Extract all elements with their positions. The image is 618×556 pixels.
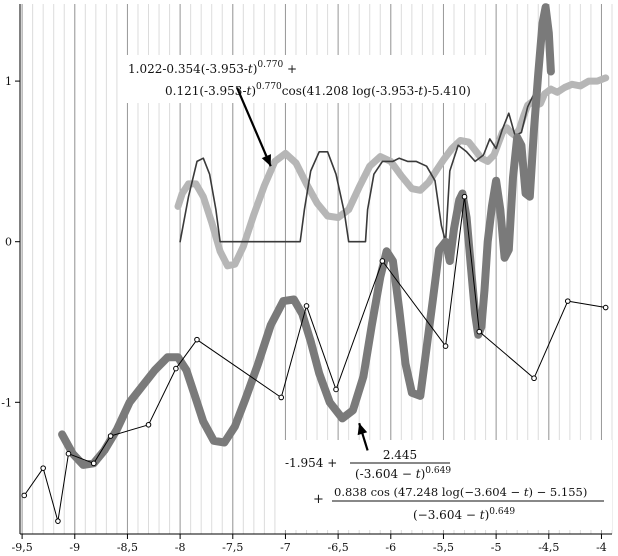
annotation-top: 1.022-0.354(-3.953-t)0.770 + 0.121(-3.95… bbox=[120, 55, 488, 103]
data-point-marker bbox=[107, 433, 114, 439]
x-tick-label: -6 bbox=[385, 541, 396, 554]
x-axis-ticks: -9,5 -9 -8,5 -8 -7,5 -7 -6,5 -6 -5,5 -5 -4,5 -4 bbox=[11, 534, 607, 554]
data-point-marker bbox=[40, 465, 46, 471]
annotation-bottom-numerator-1: 2.445 bbox=[383, 448, 417, 462]
annotation-arrow-head-1 bbox=[261, 154, 271, 167]
y-axis-ticks: 1 0 -1 bbox=[1, 75, 20, 409]
data-point-marker bbox=[55, 518, 61, 524]
x-tick-label: -9 bbox=[69, 541, 80, 554]
annotation-bottom-box bbox=[276, 440, 612, 530]
axes bbox=[19, 4, 612, 535]
data-point-marker bbox=[476, 328, 483, 335]
x-tick-label: -6,5 bbox=[328, 541, 349, 554]
annotation-bottom-plus: + bbox=[313, 492, 324, 507]
annotation-top-line1: 1.022-0.354(-3.953-t)0.770 + bbox=[128, 60, 297, 76]
data-point-marker bbox=[21, 492, 28, 499]
annotation-top-line2: 0.121(-3.953-t)0.770cos(41.208 log(-3.95… bbox=[165, 82, 471, 98]
annotation-bottom-constant: -1.954 + bbox=[285, 456, 337, 470]
data-point-marker bbox=[333, 386, 339, 393]
y-tick-label: 0 bbox=[5, 236, 12, 249]
data-point-marker bbox=[145, 421, 152, 428]
x-tick-label: -4,5 bbox=[538, 541, 559, 554]
annotation-arrow-shaft-1 bbox=[235, 87, 272, 167]
annotation-bottom-denominator-2: (−3.604 − t)0.649 bbox=[413, 507, 515, 522]
data-point-marker bbox=[564, 298, 571, 304]
x-tick-label: -5 bbox=[491, 541, 502, 554]
data-point-marker bbox=[303, 303, 310, 309]
y-tick-label: -1 bbox=[1, 396, 12, 409]
data-point-marker bbox=[278, 394, 285, 401]
annotation-top-box bbox=[120, 55, 488, 103]
annotation-arrows bbox=[235, 87, 369, 451]
series-line-upper-data bbox=[179, 83, 540, 243]
series-layer bbox=[21, 3, 610, 524]
annotation-bottom-numerator-2: 0.838 cos (47.248 log(−3.604 − t) − 5.15… bbox=[334, 485, 587, 499]
x-tick-label: -9,5 bbox=[11, 541, 32, 554]
x-tick-label: -8,5 bbox=[117, 541, 138, 554]
data-point-marker bbox=[461, 193, 468, 200]
y-tick-label: 1 bbox=[5, 75, 12, 88]
annotation-bottom: -1.954 + 2.445 (-3.604 − t)0.649 + 0.838… bbox=[276, 440, 612, 530]
annotation-bottom-denominator-1: (-3.604 − t)0.649 bbox=[355, 466, 451, 481]
x-tick-label: -7,5 bbox=[222, 541, 243, 554]
data-point-marker bbox=[442, 343, 449, 349]
x-tick-label: -5,5 bbox=[433, 541, 454, 554]
data-point-marker bbox=[602, 304, 609, 311]
data-point-marker bbox=[65, 450, 72, 457]
x-tick-label: -8 bbox=[175, 541, 186, 554]
data-point-marker bbox=[173, 365, 179, 372]
data-point-marker bbox=[379, 258, 386, 264]
x-tick-label: -7 bbox=[280, 541, 291, 554]
data-point-marker bbox=[90, 460, 97, 467]
annotation-arrow-head-2 bbox=[357, 423, 368, 436]
x-tick-label: -4 bbox=[596, 541, 607, 554]
data-point-marker bbox=[531, 375, 537, 382]
data-point-marker bbox=[194, 336, 200, 343]
series-line-lower-fit bbox=[58, 3, 555, 469]
